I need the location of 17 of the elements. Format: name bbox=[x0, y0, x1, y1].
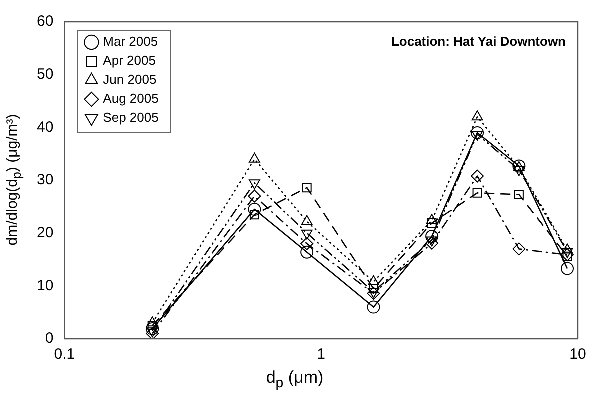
annotation: Location: Hat Yai Downtown bbox=[391, 34, 566, 50]
y-tick-label: 60 bbox=[36, 13, 54, 30]
y-tick-label: 30 bbox=[36, 172, 54, 189]
legend-label: Jun 2005 bbox=[103, 72, 157, 88]
x-axis-title: d$_{p}$ (μm) bbox=[265, 368, 325, 392]
legend-label: Aug 2005 bbox=[103, 91, 159, 106]
y-tick-label: 10 bbox=[36, 277, 54, 294]
legend-label: Apr 2005 bbox=[103, 53, 156, 68]
x-tick-label: 0.1 bbox=[54, 346, 76, 364]
x-tick-label: 1 bbox=[317, 346, 326, 364]
y-tick-label: 20 bbox=[36, 224, 54, 242]
x-tick-label: 10 bbox=[570, 346, 586, 364]
legend-label: Mar 2005 bbox=[103, 34, 158, 50]
legend-label: Sep 2005 bbox=[103, 110, 159, 126]
y-tick-label: 50 bbox=[36, 66, 54, 83]
y-tick-label: 0 bbox=[45, 330, 54, 348]
y-tick-label: 40 bbox=[36, 118, 54, 136]
